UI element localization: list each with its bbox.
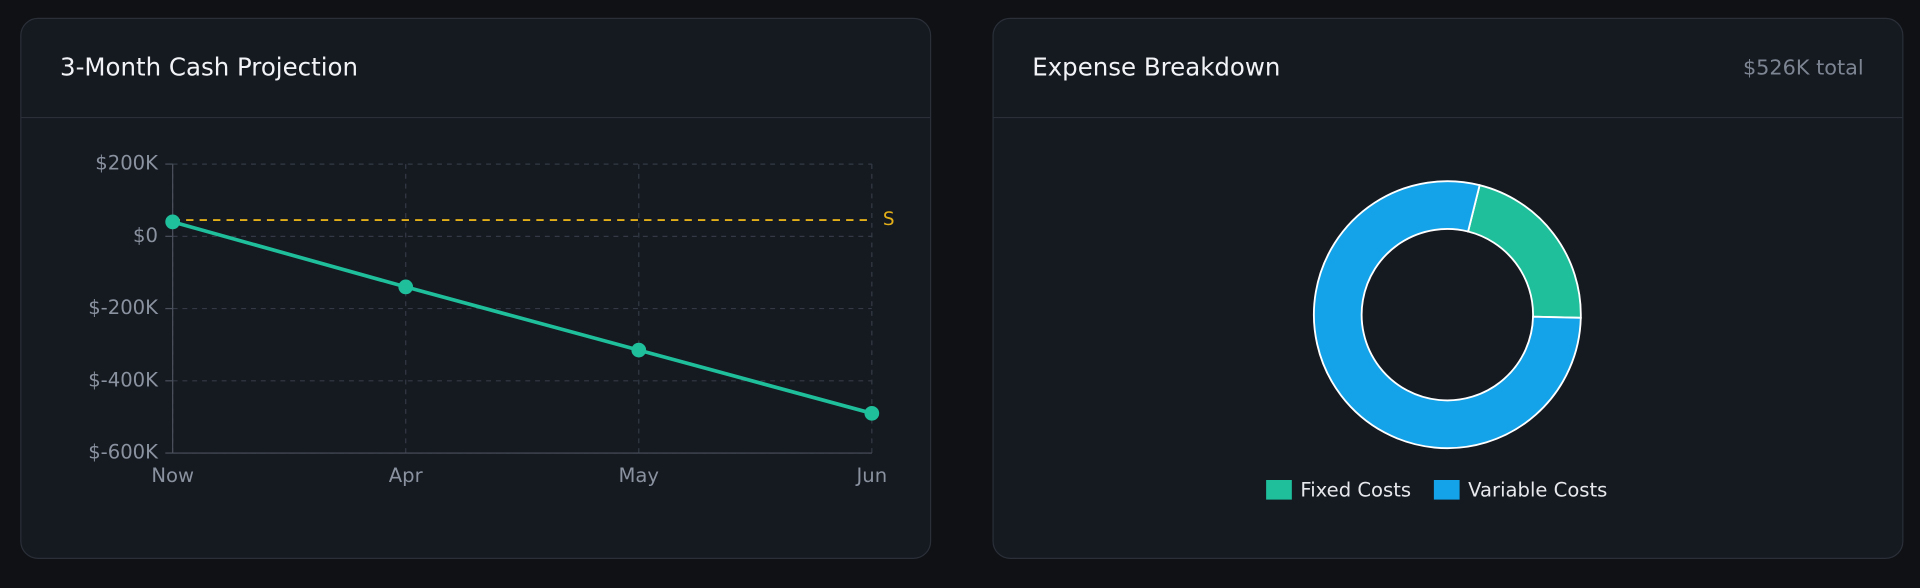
x-tick-label: Apr xyxy=(389,464,424,487)
card xyxy=(992,17,1904,559)
x-tick-label: May xyxy=(619,464,659,487)
x-tick-label: Jun xyxy=(855,464,888,487)
data-point xyxy=(398,279,414,295)
data-point xyxy=(631,342,647,358)
y-tick-label: $-200K xyxy=(88,296,159,319)
y-tick-label: $0 xyxy=(133,224,158,247)
reference-label: S xyxy=(883,209,895,230)
x-tick-label: Now xyxy=(151,464,194,487)
donut-chart: Fixed Costs Variable Costs xyxy=(1266,180,1607,502)
card-title: Expense Breakdown xyxy=(1032,53,1280,82)
series-line xyxy=(172,220,873,416)
card-title: 3-Month Cash Projection xyxy=(60,53,358,82)
card xyxy=(20,17,932,559)
legend-label: Variable Costs xyxy=(1468,479,1607,502)
line-chart: $-600K $-400K $-200K $0 $200K Now Apr May Jun S xyxy=(88,152,894,487)
legend-swatch xyxy=(1266,480,1292,500)
donut-slice xyxy=(1313,180,1582,450)
data-point xyxy=(165,214,181,230)
data-point xyxy=(864,405,880,421)
y-tick-label: $200K xyxy=(95,152,159,175)
y-tick-label: $-400K xyxy=(88,368,159,391)
legend-label: Fixed Costs xyxy=(1300,479,1411,502)
y-tick-label: $-600K xyxy=(88,441,159,464)
legend-swatch xyxy=(1433,480,1460,500)
card-subtitle: $526K total xyxy=(1743,56,1864,80)
